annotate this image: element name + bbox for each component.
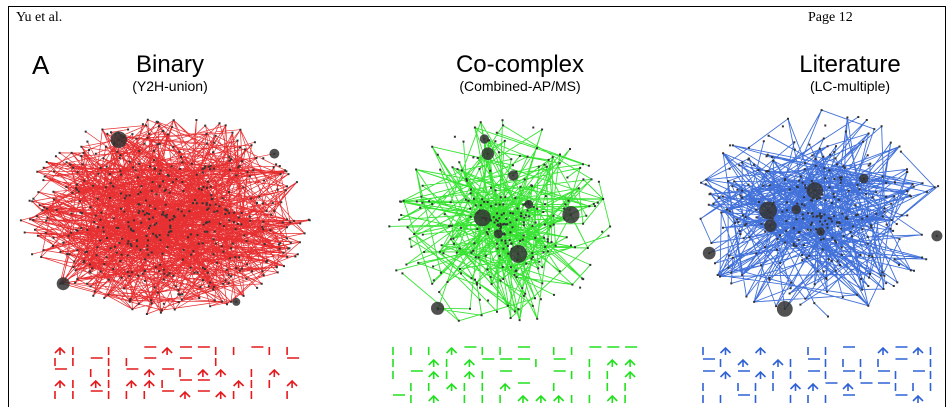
network-title-binary: Binary (Y2H-union) <box>40 51 300 95</box>
node-cluster <box>806 182 824 199</box>
binary-network-graph <box>19 118 311 399</box>
node-cluster <box>232 297 241 306</box>
node-cluster <box>764 219 777 232</box>
network-title-literature: Literature (LC-multiple) <box>720 51 948 95</box>
node-cluster <box>269 148 280 159</box>
network-title-main: Literature <box>799 51 901 78</box>
node-cluster <box>702 246 716 260</box>
page-number: Page 12 <box>808 10 853 25</box>
page-frame <box>8 6 946 407</box>
node-cluster <box>931 230 943 242</box>
node-cluster <box>481 147 495 160</box>
node-cluster <box>473 209 491 227</box>
node-cluster <box>791 204 801 215</box>
node-cluster <box>562 206 580 224</box>
node-cluster <box>524 199 534 209</box>
node-cluster <box>493 229 503 239</box>
node-cluster <box>509 245 528 263</box>
node-cluster <box>859 173 869 184</box>
node-cluster <box>759 201 777 220</box>
node-cluster <box>431 301 445 315</box>
network-title-main: Binary <box>135 51 205 78</box>
node-cluster <box>56 277 70 291</box>
network-title-sub: (Combined-AP/MS) <box>459 78 581 94</box>
node-cluster <box>479 134 490 144</box>
node-cluster <box>508 170 519 181</box>
node-cluster <box>816 227 825 236</box>
running-header-authors: Yu et al. <box>16 10 63 25</box>
small-components <box>702 346 932 403</box>
network-title-sub: (LC-multiple) <box>809 78 891 94</box>
panel-label: A <box>32 50 50 80</box>
small-components <box>54 346 300 399</box>
node-cluster <box>776 301 793 317</box>
network-title-main: Co-complex <box>455 51 585 78</box>
network-nodes <box>699 109 940 318</box>
small-components <box>392 346 638 403</box>
network-title-cocomplex: Co-complex (Combined-AP/MS) <box>390 51 650 95</box>
network-title-sub: (Y2H-union) <box>132 78 208 94</box>
node-cluster <box>110 131 128 148</box>
network-edges <box>389 120 611 322</box>
network-nodes <box>19 118 311 315</box>
cocomplex-network-graph <box>388 119 638 403</box>
literature-network-graph <box>699 109 943 403</box>
